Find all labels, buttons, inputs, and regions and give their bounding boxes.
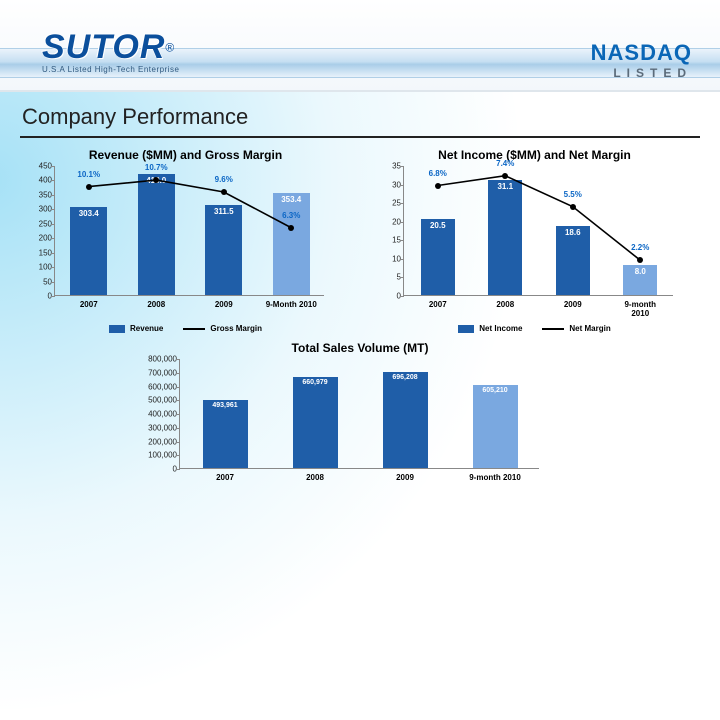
sales-volume-chart: Total Sales Volume (MT) 0100,000200,0003… — [145, 341, 575, 493]
header: SUTOR® U.S.A Listed High-Tech Enterprise… — [0, 0, 720, 92]
y-tick: 400 — [39, 176, 52, 185]
sutor-logo-text: SUTOR — [42, 28, 165, 66]
line-point: 9.6% — [221, 189, 227, 195]
legend-item: Net Margin — [542, 324, 610, 333]
page-title: Company Performance — [20, 100, 700, 138]
chart-area: 0510152025303520.5200731.1200818.620098.… — [369, 166, 679, 320]
x-label: 2009 — [215, 300, 233, 309]
nasdaq-listed: LISTED — [613, 66, 692, 80]
revenue-chart: Revenue ($MM) and Gross Margin 050100150… — [20, 148, 351, 333]
y-tick: 150 — [39, 248, 52, 257]
x-label: 9-month 2010 — [469, 473, 521, 482]
line-point: 6.3% — [288, 225, 294, 231]
line-point: 6.8% — [435, 183, 441, 189]
top-charts-row: Revenue ($MM) and Gross Margin 050100150… — [20, 148, 700, 333]
y-tick: 450 — [39, 162, 52, 171]
chart-area: 050100150200250300350400450303.42007418.… — [20, 166, 330, 320]
y-tick: 300 — [39, 205, 52, 214]
chart-title: Net Income ($MM) and Net Margin — [369, 148, 700, 162]
legend-swatch-icon — [458, 325, 474, 333]
bar-value-label: 605,210 — [482, 387, 507, 394]
sutor-tagline: U.S.A Listed High-Tech Enterprise — [42, 65, 179, 74]
x-label: 9-month 2010 — [624, 300, 656, 318]
chart-area: 0100,000200,000300,000400,000500,000600,… — [145, 359, 545, 493]
legend-line-icon — [183, 328, 205, 330]
legend-item: Revenue — [109, 324, 163, 333]
line-point: 10.7% — [153, 177, 159, 183]
bar-value-label: 696,208 — [392, 374, 417, 381]
x-label: 2009 — [396, 473, 414, 482]
x-label: 2008 — [306, 473, 324, 482]
chart-title: Revenue ($MM) and Gross Margin — [20, 148, 351, 162]
y-tick: 100 — [39, 263, 52, 272]
x-label: 2008 — [147, 300, 165, 309]
line-label: 10.7% — [145, 163, 168, 172]
x-label: 2007 — [216, 473, 234, 482]
y-tick: 100,000 — [148, 451, 177, 460]
bar-value-label: 493,961 — [212, 402, 237, 409]
y-tick: 800,000 — [148, 355, 177, 364]
bottom-chart-row: Total Sales Volume (MT) 0100,000200,0003… — [20, 341, 700, 493]
content: Company Performance Revenue ($MM) and Gr… — [20, 100, 700, 493]
y-tick: 300,000 — [148, 423, 177, 432]
y-tick: 700,000 — [148, 368, 177, 377]
line-label: 2.2% — [631, 243, 649, 252]
legend-line-icon — [542, 328, 564, 330]
x-label: 2008 — [496, 300, 514, 309]
net-income-chart: Net Income ($MM) and Net Margin 05101520… — [369, 148, 700, 333]
x-label: 2007 — [80, 300, 98, 309]
line-label: 7.4% — [496, 159, 514, 168]
legend-label: Gross Margin — [210, 324, 262, 333]
line-label: 6.3% — [282, 211, 300, 220]
chart-legend: Net Income Net Margin — [369, 324, 700, 333]
y-tick: 200,000 — [148, 437, 177, 446]
line-label: 10.1% — [77, 170, 100, 179]
chart-legend: Revenue Gross Margin — [20, 324, 351, 333]
x-label: 9-Month 2010 — [266, 300, 317, 309]
line-label: 6.8% — [429, 169, 447, 178]
line-label: 5.5% — [564, 190, 582, 199]
legend-item: Gross Margin — [183, 324, 262, 333]
line-point: 7.4% — [502, 173, 508, 179]
sutor-logo: SUTOR® U.S.A Listed High-Tech Enterprise — [42, 28, 179, 74]
legend-label: Net Margin — [569, 324, 610, 333]
line-label: 9.6% — [215, 175, 233, 184]
y-tick: 200 — [39, 234, 52, 243]
x-label: 2007 — [429, 300, 447, 309]
registered-icon: ® — [165, 41, 174, 55]
chart-title: Total Sales Volume (MT) — [145, 341, 575, 355]
legend-label: Net Income — [479, 324, 522, 333]
bar: 660,979 — [293, 377, 338, 468]
bar: 493,961 — [203, 400, 248, 468]
y-tick: 600,000 — [148, 382, 177, 391]
bar: 605,210 — [473, 385, 518, 468]
y-tick: 250 — [39, 219, 52, 228]
y-tick: 400,000 — [148, 410, 177, 419]
nasdaq-logo: NASDAQ LISTED — [591, 40, 692, 80]
y-tick: 500,000 — [148, 396, 177, 405]
x-label: 2009 — [564, 300, 582, 309]
line-point: 10.1% — [86, 184, 92, 190]
bar: 696,208 — [383, 372, 428, 468]
bar-value-label: 660,979 — [302, 379, 327, 386]
line-point: 5.5% — [570, 204, 576, 210]
legend-label: Revenue — [130, 324, 163, 333]
legend-swatch-icon — [109, 325, 125, 333]
nasdaq-text: NASDAQ — [591, 40, 692, 66]
y-tick: 350 — [39, 190, 52, 199]
line-point: 2.2% — [637, 257, 643, 263]
legend-item: Net Income — [458, 324, 522, 333]
